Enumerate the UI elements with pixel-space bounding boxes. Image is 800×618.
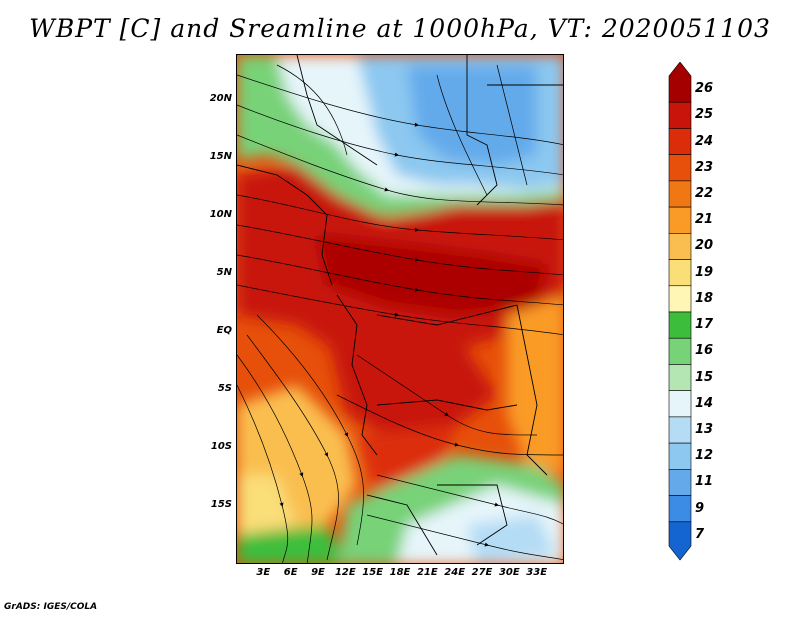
lon-tick-label: 9E xyxy=(311,567,325,578)
lon-tick-label: 3E xyxy=(256,567,271,578)
colorbar-segment xyxy=(668,495,692,523)
colorbar-label: 14 xyxy=(695,395,714,411)
lon-tick-label: 12E xyxy=(334,567,356,578)
colorbar-label: 13 xyxy=(695,422,714,437)
lon-tick-label: 21E xyxy=(416,567,438,578)
colorbar-segment xyxy=(668,233,692,260)
lat-tick-label: 10S xyxy=(210,441,232,453)
colorbar-label: 19 xyxy=(695,264,714,280)
lat-tick-label: 10N xyxy=(209,209,232,221)
colorbar-segment xyxy=(668,101,692,129)
colorbar-segment xyxy=(668,469,692,496)
lon-tick-label: 30E xyxy=(498,567,520,578)
colorbar-label: 21 xyxy=(695,212,714,228)
lon-tick-label: 15E xyxy=(362,567,384,578)
lon-tick-label: 27E xyxy=(471,567,493,578)
colorbar-segment xyxy=(668,128,692,155)
colorbar-label: 22 xyxy=(695,186,714,201)
colorbar-segment xyxy=(668,416,692,444)
lon-tick-label: 24E xyxy=(444,567,466,578)
colorbar-label: 9 xyxy=(695,500,705,516)
temperature-shading xyxy=(237,55,563,563)
colorbar-segment xyxy=(668,390,692,418)
colorbar-label: 11 xyxy=(695,474,714,490)
wbpt-field xyxy=(237,55,563,563)
colorbar-segment xyxy=(668,62,692,103)
colorbar xyxy=(668,62,692,561)
colorbar-label: 18 xyxy=(695,290,714,306)
lat-tick-label: 5N xyxy=(216,267,232,279)
colorbar-segment xyxy=(668,154,692,182)
colorbar-label: 25 xyxy=(695,107,714,123)
lon-tick-label: 18E xyxy=(389,567,411,578)
colorbar-label: 23 xyxy=(695,159,714,175)
colorbar-segment xyxy=(668,364,692,391)
map-panel xyxy=(236,54,564,564)
colorbar-label: 15 xyxy=(695,369,714,385)
lon-tick-label: 6E xyxy=(283,567,298,578)
lon-tick-label: 33E xyxy=(526,567,548,578)
lat-tick-label: 20N xyxy=(209,93,232,105)
lat-tick-label: 5S xyxy=(217,383,232,395)
lat-tick-label: EQ xyxy=(216,325,232,337)
colorbar-label: 17 xyxy=(695,317,714,333)
colorbar-segment xyxy=(668,285,692,313)
colorbar-segment xyxy=(668,521,692,561)
colorbar-label: 24 xyxy=(695,133,714,149)
colorbar-label: 7 xyxy=(695,526,705,542)
colorbar-segment xyxy=(668,206,692,234)
colorbar-segment xyxy=(668,259,692,287)
colorbar-segment xyxy=(668,442,692,470)
colorbar-segment xyxy=(668,180,692,208)
colorbar-label: 20 xyxy=(695,238,714,254)
grads-footer: GrADS: IGES/COLA xyxy=(4,602,98,612)
colorbar-label: 26 xyxy=(695,81,714,97)
country-boundaries xyxy=(237,55,563,556)
lat-tick-label: 15S xyxy=(210,499,232,511)
colorbar-label: 16 xyxy=(695,343,714,359)
colorbar-segment xyxy=(668,337,692,365)
lat-tick-label: 15N xyxy=(209,151,232,163)
map-title: WBPT [C] and Sreamline at 1000hPa, VT: 2… xyxy=(29,14,771,43)
colorbar-segment xyxy=(668,311,692,339)
streamlines xyxy=(237,64,563,563)
colorbar-label: 12 xyxy=(695,448,714,464)
